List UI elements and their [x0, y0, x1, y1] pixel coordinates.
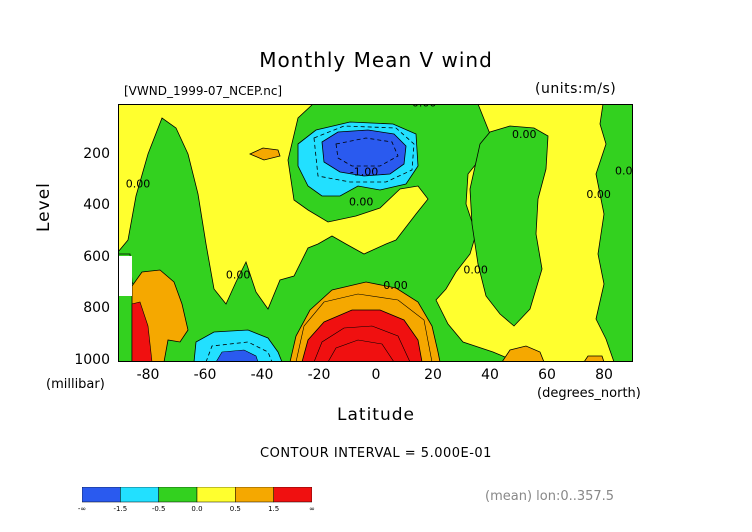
x-tick-label: -80: [136, 367, 160, 383]
contour-label: 0.00: [226, 269, 251, 282]
contour-label: 0.00: [383, 279, 408, 292]
x-tick-label: -60: [193, 367, 217, 383]
contour-label: 0.00: [349, 196, 374, 209]
missing-data-patch: [118, 256, 132, 296]
colorbar-swatch: [273, 487, 312, 503]
contour-label: 0.00: [615, 164, 633, 177]
colorbar-tick-label: -1.5: [113, 505, 128, 513]
y-axis-label: Level: [34, 182, 54, 232]
field-orange: [249, 147, 281, 161]
file-label: [VWND_1999-07_NCEP.nc]: [124, 84, 283, 98]
x-tick-label: 80: [595, 367, 613, 383]
y-tick-label: 600: [83, 249, 110, 265]
contour-line: [327, 339, 395, 362]
colorbar-tick-label: -∞: [77, 505, 87, 513]
field-orange: [583, 355, 605, 362]
field-orange: [501, 345, 545, 362]
colorbar-swatch: [235, 487, 274, 503]
contour-line: [335, 137, 399, 167]
field-green: [595, 104, 633, 362]
units-label: (units:m/s): [535, 81, 617, 97]
contour-plot: 0.00 0.00 -1.00 0.00 0.00 0.00 0.00 0.00 0.00 0.0…: [118, 104, 633, 362]
colorbar-swatch: [82, 487, 121, 503]
contour-interval-text: CONTOUR INTERVAL = 5.000E-01: [260, 446, 492, 461]
contour-line: [205, 341, 273, 362]
colorbar-tick-label: -0.5: [151, 505, 166, 513]
colorbar: [82, 487, 312, 503]
y-tick-label: 1000: [74, 352, 110, 368]
colorbar-tick-label: 0.5: [229, 505, 241, 513]
field-red: [131, 301, 153, 362]
x-tick-label: 60: [538, 367, 556, 383]
field-red: [301, 309, 423, 362]
contour-line: [295, 293, 433, 362]
contour-line: [313, 125, 415, 183]
chart-title: Monthly Mean V wind: [259, 48, 493, 72]
contour-line: [313, 325, 411, 362]
field-blue: [321, 129, 407, 177]
x-unit-label: (degrees_north): [537, 386, 641, 401]
y-tick-label: 400: [83, 197, 110, 213]
x-axis-label: Latitude: [337, 405, 415, 425]
contour-label: 0.00: [463, 263, 488, 276]
contour-label: 0.00: [412, 104, 437, 110]
x-tick-label: -20: [307, 367, 331, 383]
field-cyan: [193, 329, 283, 362]
colorbar-swatch: [158, 487, 198, 503]
contour-label: -1.00: [350, 166, 378, 179]
colorbar-tick-label: 0.0: [191, 505, 203, 513]
colorbar-tick-label: 1.5: [268, 505, 280, 513]
x-tick-label: 20: [424, 367, 442, 383]
plot-frame: [118, 104, 633, 362]
y-tick-label: 200: [83, 146, 110, 162]
y-unit-label: (millibar): [46, 377, 105, 392]
colorbar-tick-label: ∞: [309, 505, 315, 513]
footer-mean-text: (mean) lon:0..357.5: [485, 489, 615, 504]
field-blue: [215, 349, 259, 362]
field-green: [118, 104, 521, 362]
colorbar-swatch: [120, 487, 159, 503]
colorbar-swatch: [196, 487, 236, 503]
contour-label: 0.00: [512, 128, 537, 141]
field-green: [469, 125, 549, 327]
contour-label: 0.00: [586, 188, 611, 201]
contour-label: 0.00: [126, 177, 150, 190]
x-tick-label: 40: [481, 367, 499, 383]
y-tick-label: 800: [83, 300, 110, 316]
x-tick-label: 0: [371, 367, 381, 383]
x-tick-label: -40: [250, 367, 274, 383]
